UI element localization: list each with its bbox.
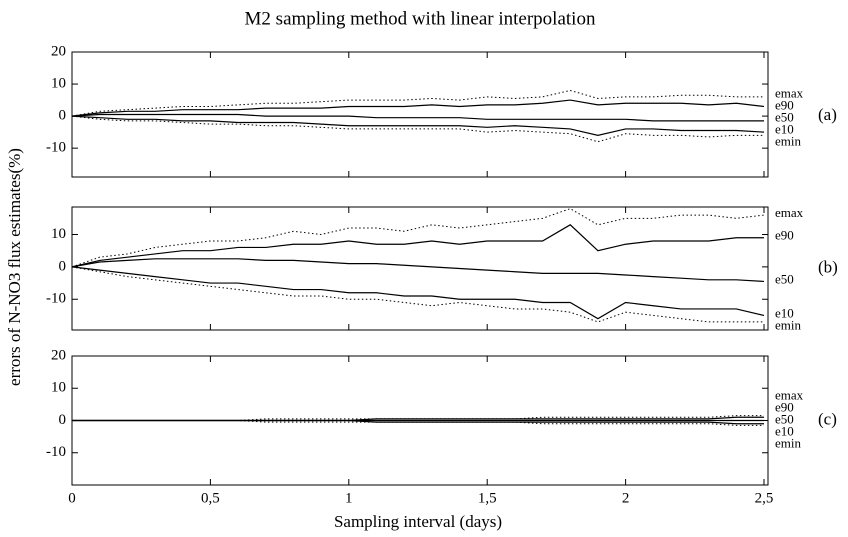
data-line: [71, 113, 764, 122]
data-line: [71, 208, 765, 268]
series-label: e10: [775, 121, 794, 136]
data-line: [72, 420, 764, 426]
y-tick-label: -10: [46, 291, 66, 307]
x-tick-label: 1,5: [478, 490, 497, 506]
data-line: [72, 419, 764, 425]
x-tick-label: 0,5: [201, 490, 220, 506]
series-label: e50: [775, 411, 794, 426]
series-label: emax: [775, 387, 804, 402]
series-label: emax: [775, 205, 804, 220]
y-tick-label: -10: [46, 140, 66, 156]
data-line: [71, 266, 764, 323]
series-label: emax: [775, 85, 804, 100]
data-line: [71, 99, 765, 117]
series-label: e10: [775, 305, 794, 320]
y-tick-label: 0: [59, 412, 67, 428]
x-tick-label: 2,5: [755, 490, 774, 506]
panel-label: (a): [818, 105, 837, 124]
series-label: e50: [775, 271, 794, 286]
series-label: e10: [775, 423, 794, 438]
x-tick-label: 1: [345, 490, 353, 506]
data-line: [71, 224, 764, 268]
series-label: e90: [775, 97, 794, 112]
y-tick-label: 10: [51, 380, 66, 396]
panel-label: (c): [818, 409, 837, 428]
plot-frame: [71, 206, 769, 331]
y-axis-label: errors of N-NO3 flux estimates(%): [5, 148, 24, 386]
series-label: e50: [775, 109, 794, 124]
chart-title: M2 sampling method with linear interpola…: [245, 8, 596, 29]
series-label: emin: [775, 317, 801, 332]
y-tick-label: 10: [51, 75, 66, 91]
y-tick-label: 10: [51, 226, 66, 242]
y-tick-label: 0: [59, 108, 67, 124]
series-label: e90: [775, 399, 794, 414]
data-line: [71, 115, 765, 136]
data-line: [71, 266, 765, 320]
series-label: emin: [775, 133, 801, 148]
y-tick-label: -10: [46, 444, 66, 460]
panel-label: (b): [818, 257, 838, 276]
y-tick-label: 20: [51, 43, 66, 59]
y-tick-label: 0: [59, 258, 67, 274]
series-label: e90: [775, 228, 794, 243]
data-line: [72, 415, 764, 421]
series-label: emin: [775, 435, 801, 450]
plot-frame: [71, 51, 769, 178]
y-tick-label: 20: [51, 347, 66, 363]
data-line: [71, 258, 765, 283]
x-tick-label: 2: [622, 490, 630, 506]
x-tick-label: 0: [68, 490, 76, 506]
x-axis-label: Sampling interval (days): [334, 512, 502, 531]
